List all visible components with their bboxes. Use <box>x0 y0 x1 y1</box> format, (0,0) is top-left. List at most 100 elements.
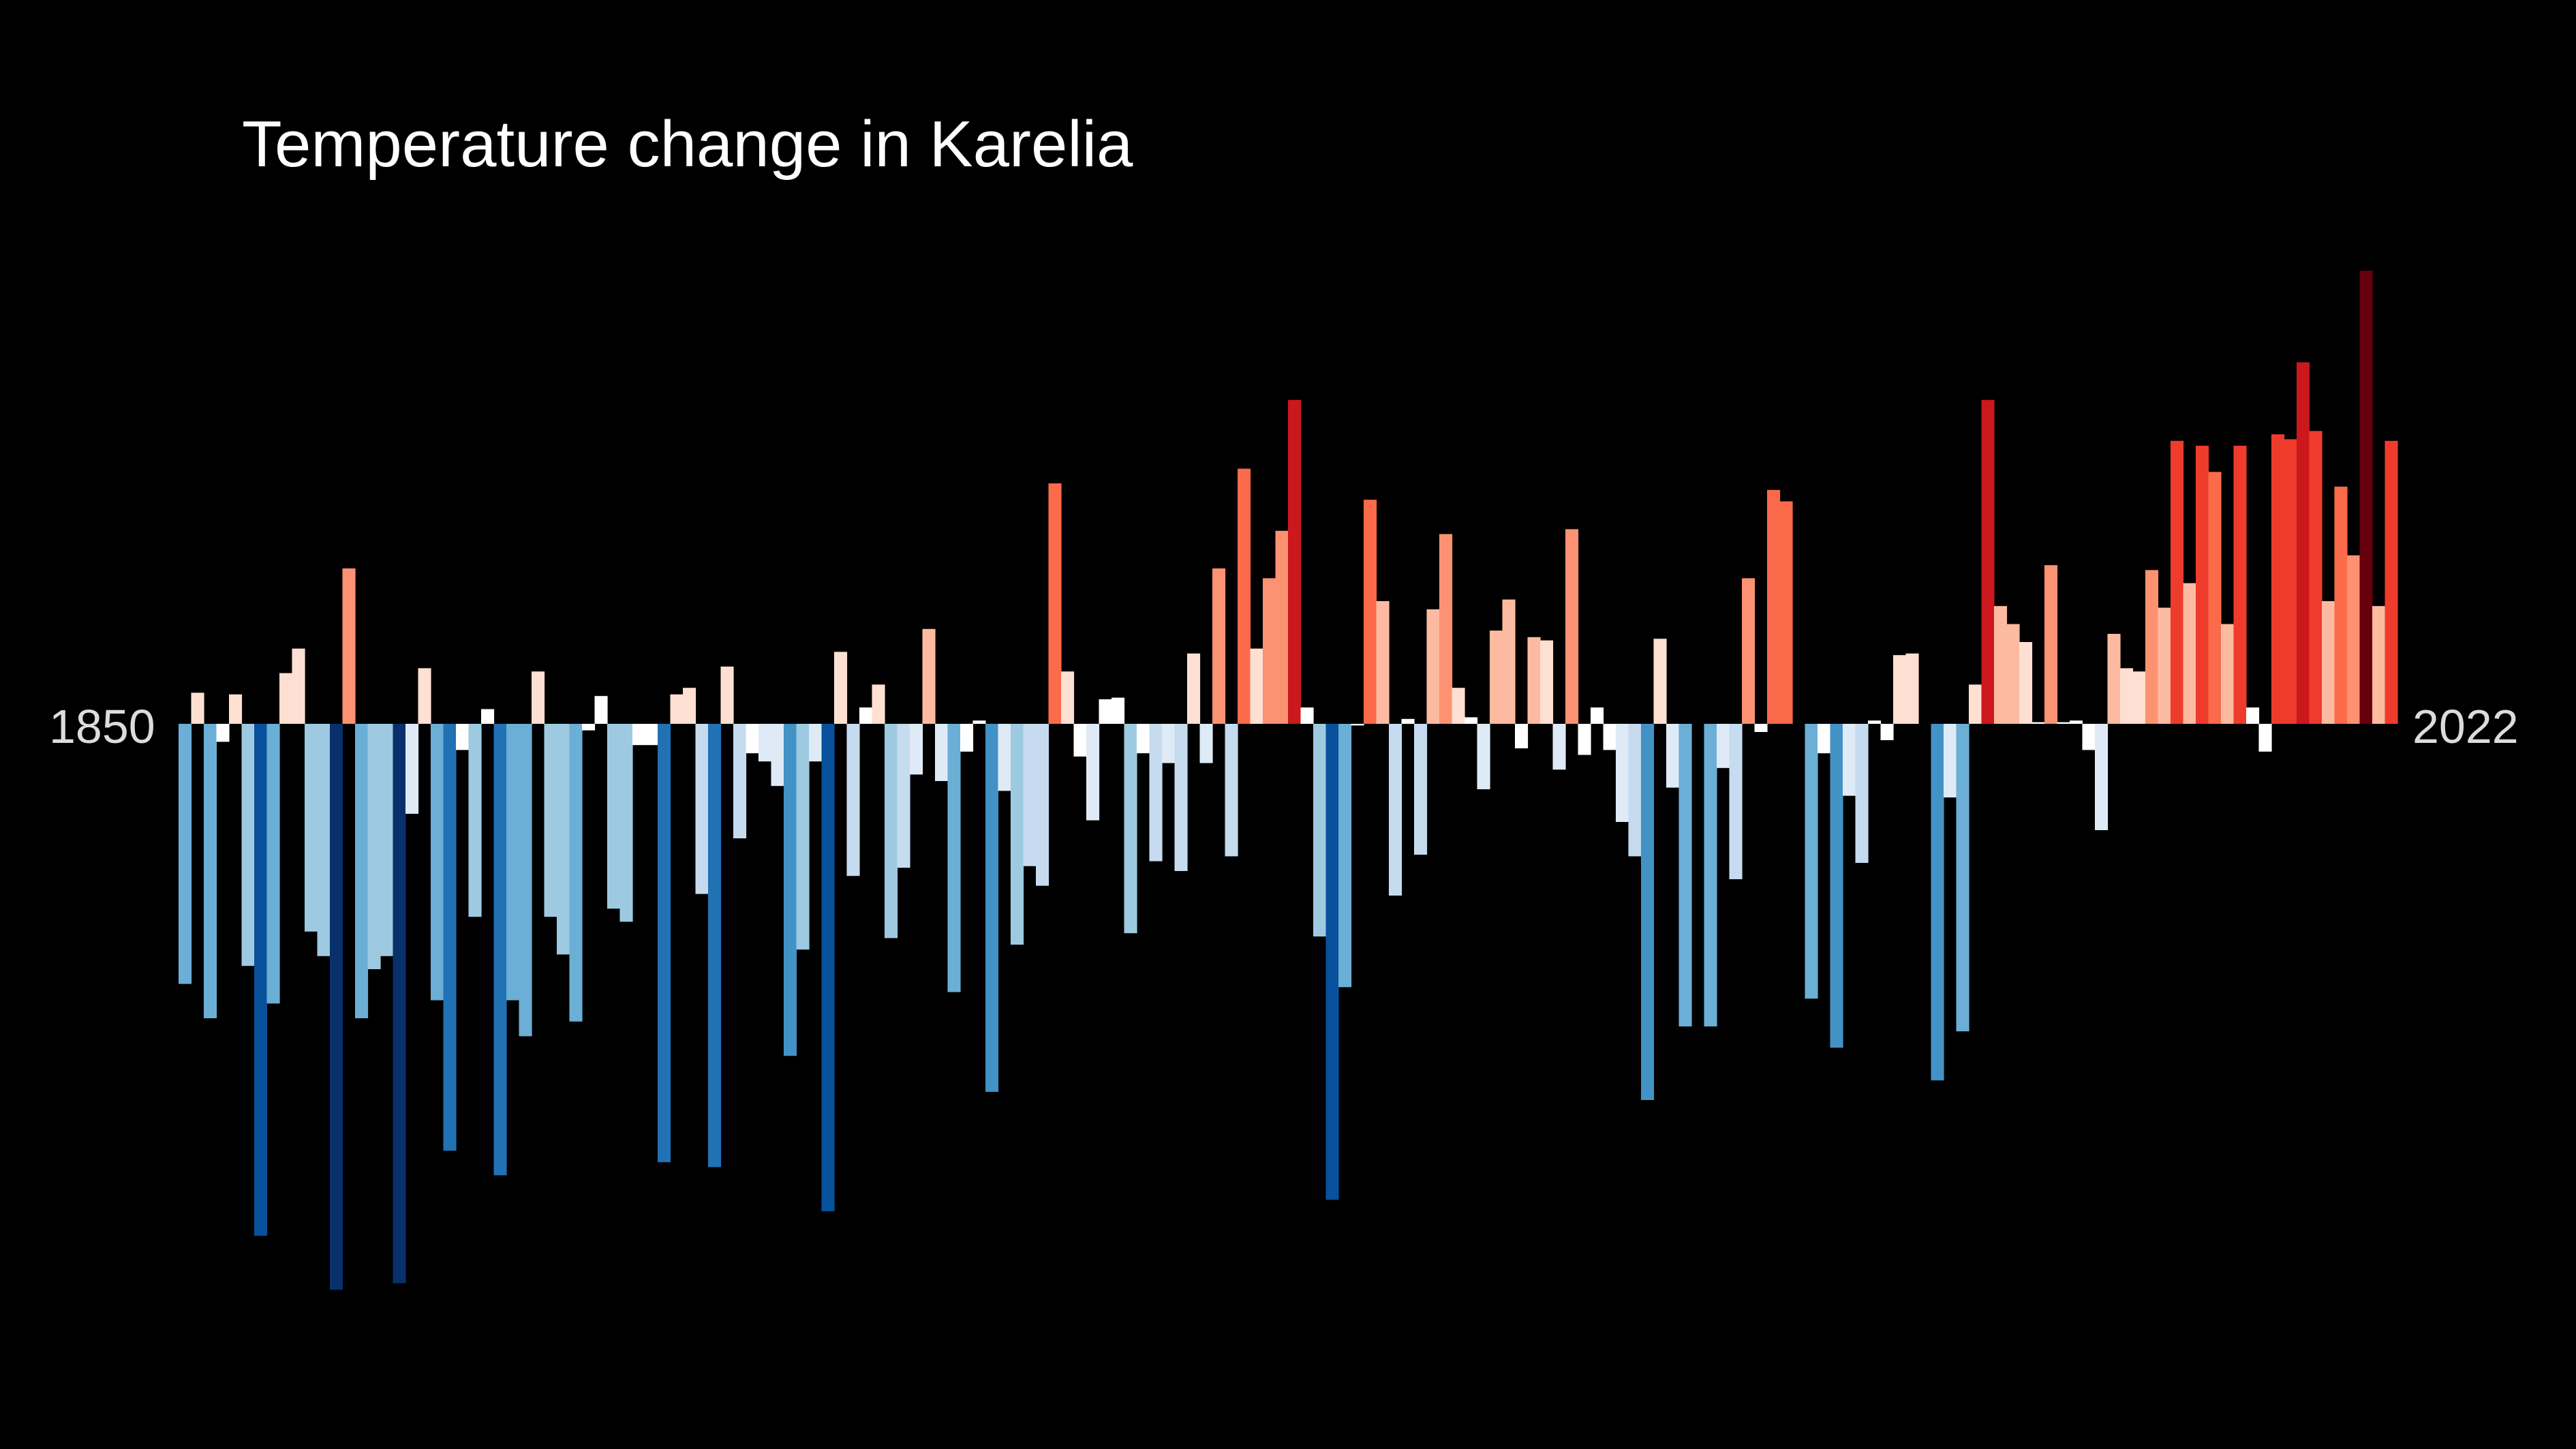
bar-21 <box>443 724 457 1151</box>
bar-28 <box>532 671 545 724</box>
bar-157 <box>2158 607 2171 724</box>
bar-53 <box>846 724 860 876</box>
bar-83 <box>1225 724 1238 857</box>
bar-159 <box>2183 583 2196 724</box>
bar-145 <box>2006 624 2020 724</box>
bar-173 <box>2359 271 2373 724</box>
bar-109 <box>1552 724 1566 770</box>
bar-103 <box>1477 724 1490 789</box>
bar-67 <box>1023 724 1037 866</box>
bar-129 <box>1805 724 1818 999</box>
bar-77 <box>1149 724 1163 861</box>
bars-group <box>179 271 2398 1290</box>
bar-14 <box>355 724 369 1018</box>
bar-96 <box>1389 724 1402 896</box>
bar-1 <box>191 692 204 724</box>
bar-65 <box>998 724 1011 791</box>
bar-122 <box>1717 724 1730 768</box>
bar-76 <box>1137 724 1150 754</box>
bar-17 <box>393 724 406 1283</box>
bar-124 <box>1742 578 1755 724</box>
bar-55 <box>872 684 885 724</box>
bar-57 <box>897 724 910 868</box>
bar-93 <box>1351 724 1364 726</box>
bar-3 <box>216 724 230 742</box>
bar-85 <box>1250 648 1263 724</box>
bar-22 <box>456 724 470 750</box>
bar-168 <box>2297 362 2310 724</box>
bar-84 <box>1238 468 1251 724</box>
bar-142 <box>1969 684 1982 724</box>
bar-78 <box>1162 724 1176 763</box>
bar-35 <box>619 724 633 922</box>
bar-64 <box>985 724 999 1092</box>
bar-89 <box>1300 707 1314 724</box>
bar-60 <box>935 724 949 781</box>
bar-30 <box>557 724 570 955</box>
bar-31 <box>569 724 583 1022</box>
bar-117 <box>1653 639 1667 724</box>
bar-34 <box>607 724 621 909</box>
bar-15 <box>367 724 381 969</box>
bar-27 <box>519 724 532 1037</box>
bar-125 <box>1754 724 1768 732</box>
bar-68 <box>1036 724 1049 886</box>
bar-172 <box>2347 555 2361 724</box>
bar-86 <box>1263 578 1276 724</box>
bar-80 <box>1187 653 1201 724</box>
bar-137 <box>1905 653 1919 724</box>
bar-16 <box>380 724 394 956</box>
bar-130 <box>1818 724 1831 754</box>
start-year-label: 1850 <box>49 700 155 753</box>
bar-20 <box>431 724 444 1001</box>
bar-19 <box>418 668 431 724</box>
bar-18 <box>405 724 419 814</box>
bar-102 <box>1465 717 1478 724</box>
bar-115 <box>1628 724 1642 857</box>
bar-100 <box>1439 534 1453 724</box>
bar-26 <box>506 724 520 1001</box>
end-year-label: 2022 <box>2412 700 2519 753</box>
bar-165 <box>2258 724 2272 752</box>
bar-69 <box>1048 483 1062 724</box>
bar-13 <box>342 568 356 724</box>
bar-163 <box>2233 446 2247 724</box>
bar-47 <box>771 724 784 787</box>
bar-166 <box>2271 434 2285 724</box>
bar-9 <box>292 648 305 724</box>
bar-41 <box>695 724 709 894</box>
bar-132 <box>1843 724 1856 796</box>
bar-63 <box>972 720 986 724</box>
bar-107 <box>1527 637 1541 724</box>
bar-66 <box>1011 724 1024 945</box>
bar-74 <box>1111 697 1125 724</box>
bar-92 <box>1338 724 1352 988</box>
bar-5 <box>241 724 255 966</box>
bar-36 <box>632 724 646 746</box>
bar-51 <box>821 724 835 1212</box>
bar-104 <box>1490 630 1503 724</box>
bar-62 <box>960 724 974 752</box>
bar-156 <box>2145 570 2159 724</box>
bar-170 <box>2322 601 2335 724</box>
bar-37 <box>645 724 658 746</box>
bar-140 <box>1944 724 1957 797</box>
bar-82 <box>1212 568 1226 724</box>
bar-71 <box>1073 724 1087 757</box>
bar-32 <box>582 724 596 731</box>
bar-88 <box>1288 399 1302 724</box>
bar-162 <box>2221 624 2235 724</box>
bar-81 <box>1199 724 1213 763</box>
bar-106 <box>1515 724 1529 748</box>
bar-155 <box>2132 671 2146 724</box>
bar-33 <box>594 696 608 724</box>
bar-146 <box>2019 642 2033 724</box>
bar-87 <box>1275 530 1289 724</box>
bar-116 <box>1641 724 1655 1100</box>
bar-134 <box>1868 720 1882 724</box>
bar-52 <box>834 652 848 724</box>
bar-25 <box>493 724 507 1176</box>
bar-164 <box>2246 707 2260 724</box>
bar-56 <box>885 724 898 939</box>
